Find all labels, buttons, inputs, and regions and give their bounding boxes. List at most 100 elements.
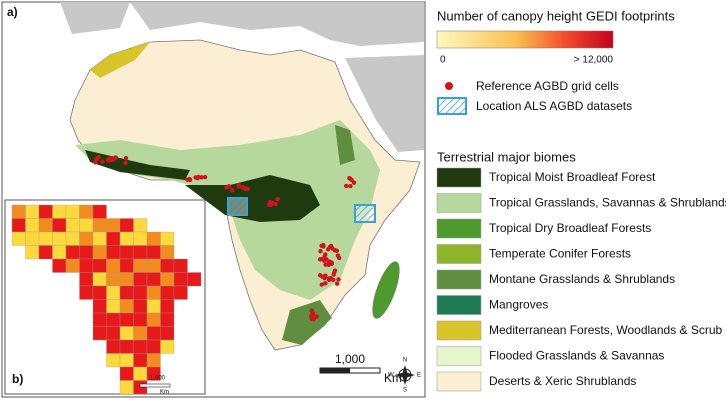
biome-label: Tropical Grasslands, Savannas & Shrublan… [489, 196, 726, 210]
grid-cell [25, 245, 40, 260]
grid-cell [160, 312, 175, 327]
reference-dot [199, 175, 204, 180]
grid-cell [106, 299, 121, 314]
grid-cell [119, 366, 134, 381]
reference-dot [309, 313, 314, 319]
grid-cell [79, 258, 94, 273]
compass-letter: W [388, 373, 394, 379]
reference-dot [94, 157, 99, 162]
grid-cell [133, 366, 148, 381]
reference-dot [185, 177, 190, 182]
grid-cell [65, 204, 80, 219]
grid-cell [133, 339, 148, 354]
grid-cell [119, 380, 134, 395]
grid-cell [133, 312, 148, 327]
reference-dot [327, 259, 332, 264]
savanna-zone [75, 120, 380, 300]
scale-bar [320, 368, 350, 373]
grid-cell [146, 366, 161, 381]
map-panel: a) 1,000 Km N E S W b) 1,000 Km [1, 1, 426, 398]
land-arabia [345, 55, 424, 152]
reference-dot [323, 281, 328, 286]
biome-swatch [436, 167, 482, 188]
grid-cell [38, 231, 53, 246]
compass: N E S W [388, 358, 421, 394]
grid-cell [146, 285, 161, 300]
montane-zone [282, 300, 332, 345]
biome-label: Deserts & Xeric Shrublands [489, 374, 636, 388]
biome-swatch [436, 218, 482, 239]
biome-label: Mangroves [489, 298, 548, 312]
reference-dot [334, 281, 340, 286]
grid-cell [92, 245, 107, 260]
biome-label: Flooded Grasslands & Savannas [489, 349, 664, 363]
grid-cell [160, 285, 175, 300]
reference-dot [123, 160, 128, 166]
mediterranean-zone [90, 42, 150, 78]
grid-cell [11, 218, 26, 233]
reference-dot [229, 188, 235, 193]
grid-cell [133, 299, 148, 314]
grid-cell [106, 258, 121, 273]
reference-dot [123, 155, 129, 161]
grid-cell [65, 218, 80, 233]
grid-cell [25, 218, 40, 233]
grid-cell [119, 299, 134, 314]
reference-dot [318, 248, 323, 254]
grid-cell [38, 218, 53, 233]
grid-cell [25, 231, 40, 246]
legend-title: Terrestrial major biomes [437, 149, 576, 164]
reference-dot [336, 277, 341, 282]
grid-cell [160, 245, 175, 260]
biome-swatch [436, 295, 482, 315]
grid-cell [25, 204, 40, 219]
compass-letter: N [403, 358, 407, 364]
reference-dot [344, 183, 349, 189]
grid-cell [92, 218, 107, 233]
reference-dot [322, 276, 327, 281]
grid-cell [133, 218, 148, 233]
reference-dot [270, 201, 275, 206]
grid-cell [106, 312, 121, 327]
grid-cell [65, 258, 80, 273]
reference-dot [335, 253, 341, 258]
symbol-hatch [437, 97, 467, 115]
grid-cell [146, 353, 161, 368]
als-location [354, 204, 376, 223]
reference-dot [322, 254, 327, 260]
reference-dot [236, 183, 241, 188]
grid-cell [52, 245, 67, 260]
grid-cell [133, 245, 148, 260]
grid-cell [38, 204, 53, 219]
grid-cell [79, 272, 94, 287]
biome-label: Tropical Moist Broadleaf Forest [489, 170, 656, 184]
reference-dot [330, 246, 335, 251]
legend: Number of canopy height GEDI footprints … [436, 8, 726, 392]
reference-dot [351, 180, 357, 185]
grid-cell [119, 326, 134, 341]
grid-cell [52, 218, 67, 233]
grid-cell [119, 312, 134, 327]
inset-panel: b) 1,000 Km [4, 199, 206, 396]
legend-title: Number of canopy height GEDI footprints [437, 8, 675, 23]
biome-label: Tropical Dry Broadleaf Forests [489, 221, 651, 235]
reference-dot [109, 157, 115, 163]
als-location [227, 197, 248, 216]
grid-cell [92, 299, 107, 314]
ramp-min: 0 [440, 55, 446, 66]
grid-cell [119, 353, 134, 368]
grid-cell [173, 285, 188, 300]
grid-cell [106, 245, 121, 260]
grid-cell [119, 245, 134, 260]
grid-cell [119, 285, 134, 300]
biome-label: Montane Grasslands & Shrublands [489, 272, 675, 286]
inset-scale-label: 1,000 [150, 376, 166, 382]
grid-cell [92, 231, 107, 246]
reference-dot [348, 183, 353, 189]
grid-cell [106, 326, 121, 341]
grid-cell [187, 272, 202, 287]
reference-dot [317, 273, 323, 278]
grid-cell [65, 231, 80, 246]
grid-cell [146, 339, 161, 354]
grid-cell [92, 258, 107, 273]
